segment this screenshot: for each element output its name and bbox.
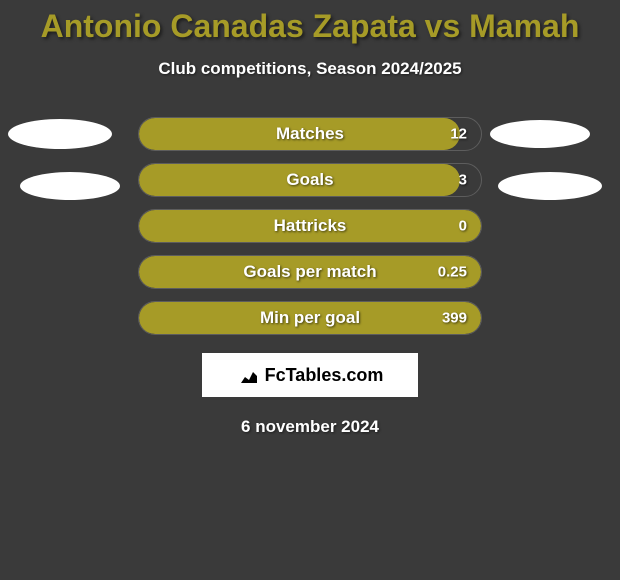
decorative-ellipse: [498, 172, 602, 200]
fctables-logo-box[interactable]: FcTables.com: [202, 353, 418, 397]
stat-label: Matches: [276, 124, 344, 144]
stat-bar: Goals per match 0.25: [138, 255, 482, 289]
stat-bar: Min per goal 399: [138, 301, 482, 335]
stat-value: 3: [459, 172, 467, 189]
stat-value: 0: [459, 218, 467, 235]
stat-label: Goals: [286, 170, 333, 190]
page-title: Antonio Canadas Zapata vs Mamah: [0, 0, 620, 45]
decorative-ellipse: [20, 172, 120, 200]
stat-row: Goals per match 0.25: [0, 255, 620, 289]
stat-label: Min per goal: [260, 308, 360, 328]
bar-chart-icon: [237, 365, 261, 385]
subtitle: Club competitions, Season 2024/2025: [0, 59, 620, 79]
stat-label: Goals per match: [243, 262, 376, 282]
stat-value: 399: [442, 310, 467, 327]
stat-bar: Hattricks 0: [138, 209, 482, 243]
date-text: 6 november 2024: [0, 417, 620, 437]
stat-bar: Goals 3: [138, 163, 482, 197]
fctables-logo-text: FcTables.com: [265, 365, 384, 386]
stat-value: 0.25: [438, 264, 467, 281]
decorative-ellipse: [8, 119, 112, 149]
stat-row: Min per goal 399: [0, 301, 620, 335]
decorative-ellipse: [490, 120, 590, 148]
stat-bar: Matches 12: [138, 117, 482, 151]
comparison-chart: Matches 12 Goals 3 Hattricks 0 Goals per match…: [0, 117, 620, 335]
stat-label: Hattricks: [274, 216, 347, 236]
stat-value: 12: [450, 126, 467, 143]
stat-row: Hattricks 0: [0, 209, 620, 243]
